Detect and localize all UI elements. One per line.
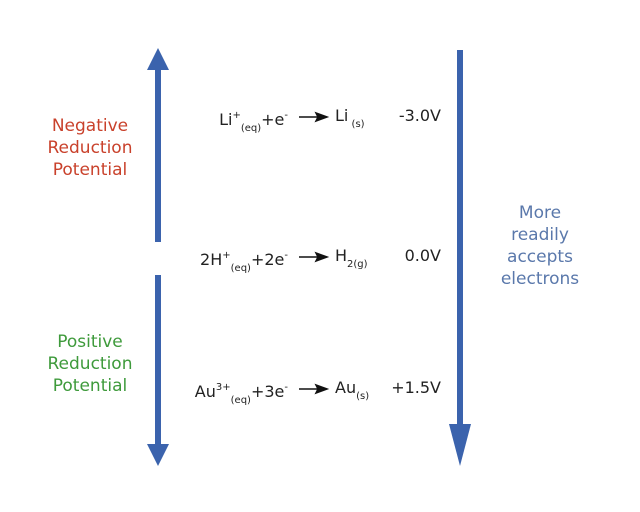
positive-label: Potential [52, 376, 128, 396]
reactant-part: 2H [200, 250, 223, 269]
reactant: Au3+ (eq)+3e- [195, 378, 288, 411]
reaction-arrow-head [314, 383, 330, 395]
product-part: Li [335, 106, 349, 125]
reactant-part: + [222, 250, 231, 261]
reactant-part: (eq) [240, 123, 262, 134]
negative-label: Potential [52, 160, 128, 180]
left-arrow-head-down [147, 444, 169, 466]
potential: 0.0V [404, 246, 441, 265]
right-arrow-head [449, 424, 471, 466]
reaction-arrow-head [314, 111, 330, 123]
reactant-part: +2e [250, 250, 285, 269]
product: H2(g) [335, 246, 368, 275]
negative-label: Reduction [47, 138, 133, 158]
reactant-part: - [284, 110, 288, 121]
reactant: 2H+ (eq)+2e- [200, 246, 288, 279]
product-part: (s) [356, 391, 370, 402]
reactant-part: - [284, 382, 288, 393]
positive-label: Positive [57, 332, 123, 352]
right-label: readily [511, 225, 569, 245]
product: Au(s) [335, 378, 369, 407]
negative-label: Negative [51, 116, 129, 136]
right-arrow-shaft [457, 50, 463, 428]
left-arrow-head-up [147, 48, 169, 70]
reactant-part: (eq) [230, 395, 251, 406]
product-part: 2(g) [347, 259, 368, 270]
product-part: (s) [348, 119, 365, 130]
reactant-part: 3+ [215, 382, 231, 393]
reactant-part: +e [261, 110, 285, 129]
positive-label: Reduction [47, 354, 133, 374]
reactant-part: Au [194, 382, 216, 401]
reactant-part: - [284, 250, 288, 261]
product-part: H [335, 246, 348, 265]
left-arrow-shaft-down [155, 275, 161, 445]
reaction-arrow-head [314, 251, 330, 263]
right-label: accepts [507, 247, 573, 267]
product: Li (s) [335, 106, 365, 135]
reactant: Li+ (eq)+e- [219, 106, 288, 139]
left-arrow-shaft-up [155, 66, 161, 242]
right-label: More [518, 203, 562, 223]
reactant-part: (eq) [230, 263, 251, 274]
reactant-part: +3e [250, 382, 285, 401]
right-label: electrons [500, 269, 580, 289]
product-part: Au [335, 378, 357, 397]
reactant-part: Li [219, 110, 233, 129]
potential: -3.0V [398, 106, 441, 125]
reactant-part: + [232, 110, 241, 121]
potential: +1.5V [391, 378, 441, 397]
